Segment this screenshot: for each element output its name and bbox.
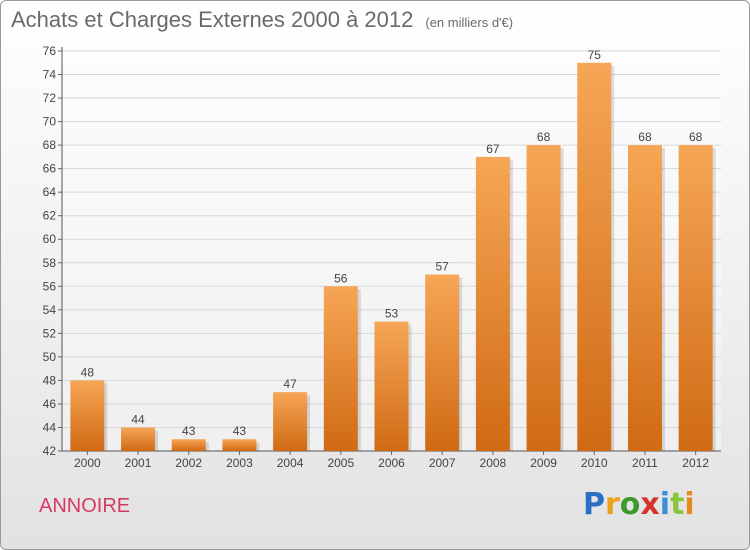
y-tick-label: 76 bbox=[43, 44, 57, 58]
bar bbox=[678, 145, 713, 451]
bar bbox=[222, 439, 257, 451]
y-tick-label: 54 bbox=[43, 303, 57, 317]
bar bbox=[273, 392, 308, 451]
logo-letter: x bbox=[640, 487, 660, 522]
commune-name: ANNOIRE bbox=[39, 495, 131, 517]
bar-value-label: 43 bbox=[182, 424, 196, 438]
bar bbox=[627, 145, 662, 451]
x-tick-label: 2001 bbox=[125, 456, 152, 470]
bar-value-label: 68 bbox=[537, 130, 551, 144]
x-tick-label: 2004 bbox=[277, 456, 304, 470]
y-tick-label: 52 bbox=[43, 326, 57, 340]
bar-value-label: 57 bbox=[436, 260, 450, 274]
y-tick-label: 68 bbox=[43, 138, 57, 152]
x-tick-label: 2008 bbox=[480, 456, 507, 470]
y-tick-label: 66 bbox=[43, 162, 57, 176]
chart-subtitle: (en milliers d'€) bbox=[425, 15, 514, 30]
x-tick-label: 2000 bbox=[74, 456, 101, 470]
y-tick-label: 42 bbox=[43, 444, 57, 458]
y-tick-label: 48 bbox=[43, 373, 57, 387]
bar bbox=[70, 380, 105, 451]
bar bbox=[577, 62, 612, 451]
bar bbox=[475, 156, 510, 451]
bar-value-label: 44 bbox=[131, 412, 145, 426]
logo-letter: o bbox=[619, 487, 641, 522]
logo-letter: r bbox=[605, 487, 620, 522]
x-tick-label: 2006 bbox=[378, 456, 405, 470]
bar bbox=[374, 321, 409, 451]
y-tick-label: 74 bbox=[43, 68, 57, 82]
y-tick-label: 44 bbox=[43, 420, 57, 434]
x-tick-label: 2009 bbox=[530, 456, 557, 470]
y-tick-label: 60 bbox=[43, 232, 57, 246]
y-tick-label: 70 bbox=[43, 115, 57, 129]
bar-value-label: 43 bbox=[233, 424, 247, 438]
proxiti-logo: Proxiti bbox=[583, 487, 695, 522]
y-tick-label: 50 bbox=[43, 350, 57, 364]
x-tick-label: 2012 bbox=[682, 456, 709, 470]
y-tick-label: 64 bbox=[43, 185, 57, 199]
bar bbox=[526, 145, 561, 451]
logo-letter: P bbox=[583, 487, 605, 522]
logo-letter: i bbox=[684, 487, 695, 522]
x-tick-label: 2010 bbox=[581, 456, 608, 470]
y-tick-label: 46 bbox=[43, 397, 57, 411]
y-tick-label: 72 bbox=[43, 91, 57, 105]
bar-value-label: 75 bbox=[588, 48, 602, 62]
bar bbox=[121, 427, 156, 451]
bar bbox=[323, 286, 358, 451]
y-tick-label: 58 bbox=[43, 256, 57, 270]
logo-letter: i bbox=[659, 487, 671, 522]
y-tick-label: 56 bbox=[43, 279, 57, 293]
x-tick-label: 2002 bbox=[175, 456, 202, 470]
bar-value-label: 47 bbox=[283, 377, 297, 391]
y-tick-label: 62 bbox=[43, 209, 57, 223]
bar-value-label: 68 bbox=[638, 130, 652, 144]
bar-value-label: 67 bbox=[486, 142, 500, 156]
chart-title: Achats et Charges Externes 2000 à 2012 (e… bbox=[11, 7, 513, 33]
x-tick-label: 2003 bbox=[226, 456, 253, 470]
logo-letter: t bbox=[670, 487, 685, 522]
bar bbox=[425, 274, 460, 451]
x-tick-label: 2011 bbox=[632, 456, 658, 470]
x-tick-label: 2005 bbox=[327, 456, 354, 470]
x-tick-label: 2007 bbox=[429, 456, 456, 470]
bar bbox=[171, 439, 206, 451]
bar-value-label: 56 bbox=[334, 271, 348, 285]
bar-value-label: 53 bbox=[385, 307, 399, 321]
bar-value-label: 68 bbox=[689, 130, 703, 144]
bar-value-label: 48 bbox=[81, 365, 95, 379]
title-text: Achats et Charges Externes 2000 à 2012 bbox=[11, 7, 414, 32]
